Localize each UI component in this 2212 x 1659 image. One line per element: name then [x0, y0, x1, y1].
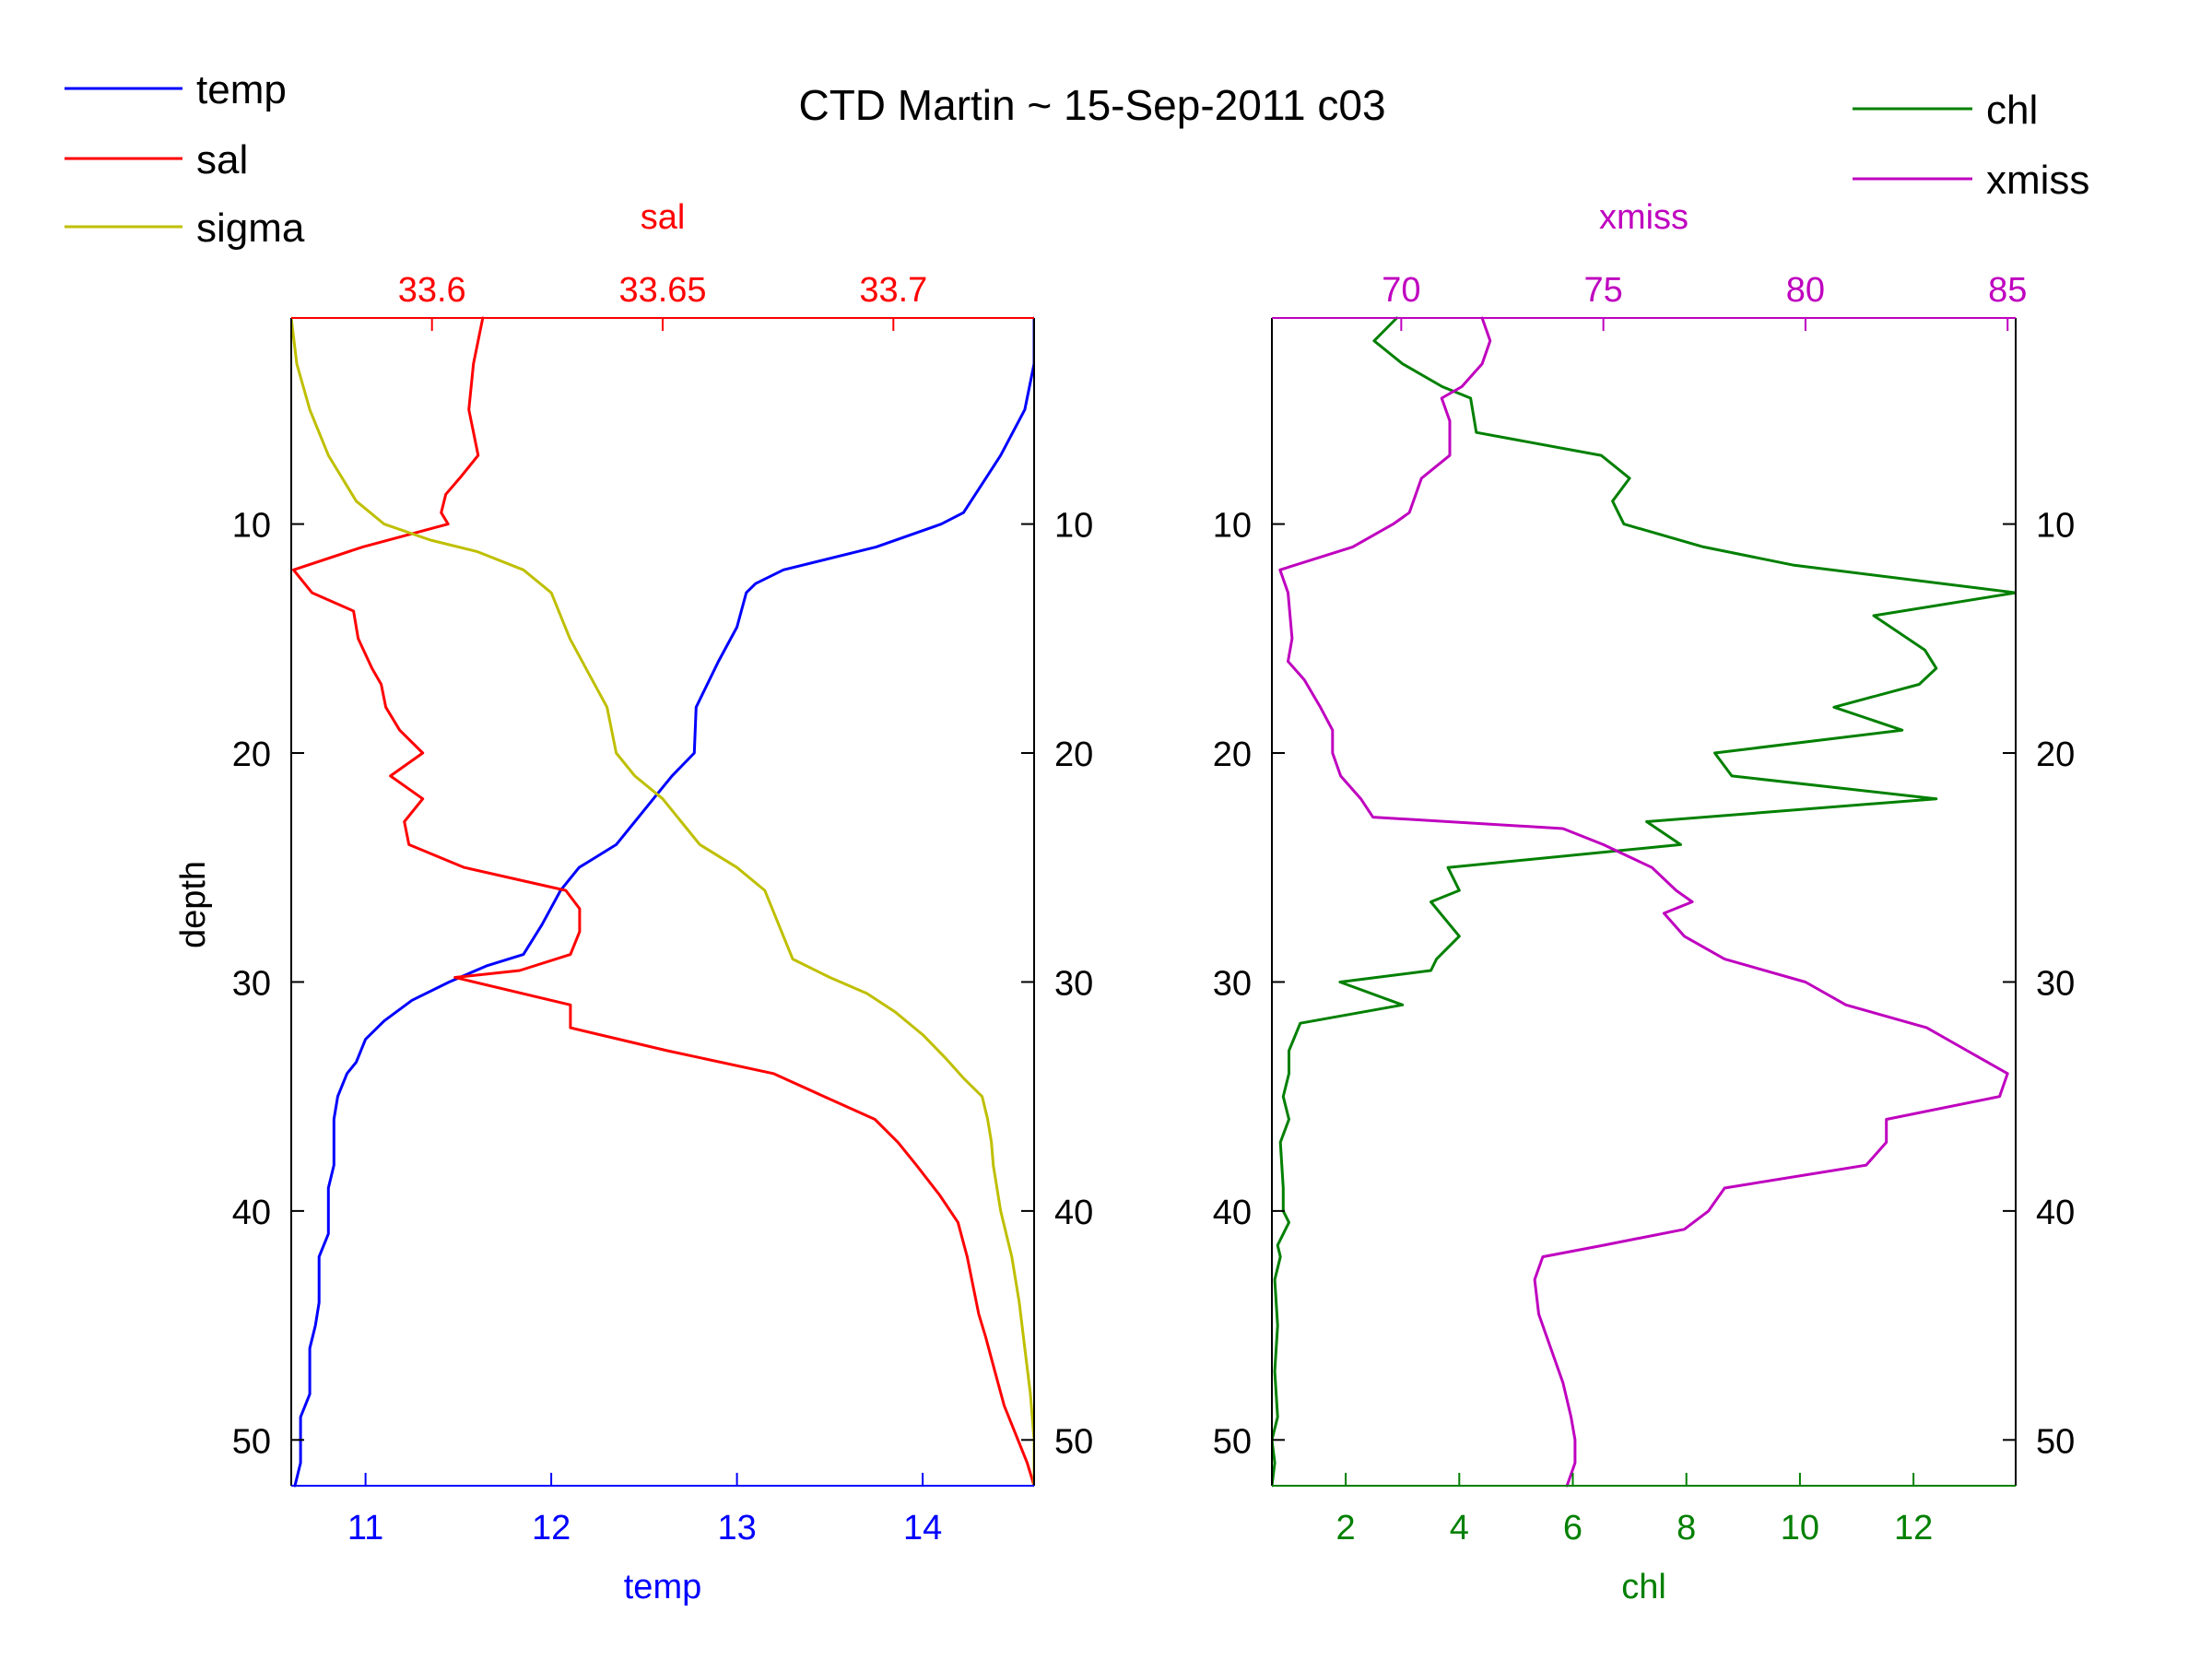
- left-xtick-top-label-33.7: 33.7: [859, 271, 927, 310]
- legend-sigma-label: sigma: [196, 206, 305, 251]
- left-ytick-label-left-20: 20: [232, 735, 271, 774]
- right-ytick-label-right-40: 40: [2036, 1194, 2075, 1232]
- right-ytick-label-left-20: 20: [1213, 735, 1252, 774]
- left-ytick-label-right-20: 20: [1054, 735, 1093, 774]
- left-series-group: [291, 316, 1034, 1488]
- right-bottom-axis-label: chl: [1621, 1568, 1666, 1606]
- left-ytick-label-right-40: 40: [1054, 1194, 1093, 1232]
- left-ytick-label-left-50: 50: [232, 1422, 271, 1461]
- left-ytick-label-right-10: 10: [1054, 507, 1093, 546]
- left-ytick-label-left-40: 40: [232, 1194, 271, 1232]
- right-ytick-label-left-30: 30: [1213, 964, 1252, 1003]
- legend-chl-label: chl: [1986, 88, 2038, 133]
- right-xtick-bottom-label-6: 6: [1563, 1509, 1583, 1547]
- legend-temp-label: temp: [196, 67, 287, 112]
- right-xtick-top-label-70: 70: [1382, 271, 1420, 310]
- left-panel: 10 10 20 20 30 30 40 40 50 50 11 12 13 14 33.6 33.65 33.…: [174, 198, 1093, 1606]
- left-xtick-bottom-label-12: 12: [532, 1509, 571, 1547]
- figure-title: CTD Martin ~ 15-Sep-2011 c03: [798, 81, 1385, 129]
- right-xtick-bottom-label-10: 10: [1781, 1509, 1819, 1547]
- right-ytick-label-left-40: 40: [1213, 1194, 1252, 1232]
- left-ytick-label-right-50: 50: [1054, 1422, 1093, 1461]
- right-xtick-bottom-label-2: 2: [1336, 1509, 1356, 1547]
- series-xmiss-line: [1278, 316, 2009, 1488]
- series-sigma-line: [291, 316, 1034, 1488]
- legend-sal-label: sal: [196, 137, 248, 182]
- right-xtick-bottom-label-12: 12: [1894, 1509, 1933, 1547]
- right-ytick-label-right-20: 20: [2036, 735, 2075, 774]
- right-xtick-top-label-75: 75: [1584, 271, 1623, 310]
- left-ytick-label-right-30: 30: [1054, 964, 1093, 1003]
- left-xtick-bottom-label-11: 11: [347, 1509, 383, 1547]
- left-y-axis-label: depth: [174, 861, 213, 948]
- legend-xmiss-label: xmiss: [1986, 158, 2089, 203]
- left-xtick-bottom-label-13: 13: [717, 1509, 756, 1547]
- right-xtick-top-label-85: 85: [1988, 271, 2027, 310]
- right-ytick-label-left-50: 50: [1213, 1422, 1252, 1461]
- left-ytick-label-left-10: 10: [232, 507, 271, 546]
- right-ytick-label-right-30: 30: [2036, 964, 2075, 1003]
- legend-left: temp sal sigma: [65, 67, 305, 251]
- right-top-axis-label: xmiss: [1599, 198, 1688, 237]
- left-xtick-top-label-33.65: 33.65: [618, 271, 706, 310]
- series-temp-line: [293, 316, 1034, 1488]
- left-xtick-bottom-label-14: 14: [903, 1509, 942, 1547]
- right-xtick-bottom-label-8: 8: [1677, 1509, 1696, 1547]
- right-ytick-label-right-50: 50: [2036, 1422, 2075, 1461]
- legend-right: chl xmiss: [1853, 88, 2089, 203]
- left-top-axis-label: sal: [641, 198, 686, 237]
- left-xtick-top-label-33.6: 33.6: [398, 271, 466, 310]
- right-ytick-label-left-10: 10: [1213, 507, 1252, 546]
- left-bottom-axis-label: temp: [624, 1568, 701, 1606]
- right-series-group: [1272, 316, 2016, 1488]
- left-ytick-label-left-30: 30: [232, 964, 271, 1003]
- series-chl-line: [1272, 316, 2016, 1488]
- right-ytick-label-right-10: 10: [2036, 507, 2075, 546]
- right-xtick-top-label-80: 80: [1786, 271, 1825, 310]
- right-panel: 10 10 20 20 30 30 40 40 50 50 2 4 6 8 10 12 70 75 80 85 chl x…: [1213, 198, 2076, 1606]
- series-sal-line: [292, 316, 1034, 1488]
- right-xtick-bottom-label-4: 4: [1450, 1509, 1469, 1547]
